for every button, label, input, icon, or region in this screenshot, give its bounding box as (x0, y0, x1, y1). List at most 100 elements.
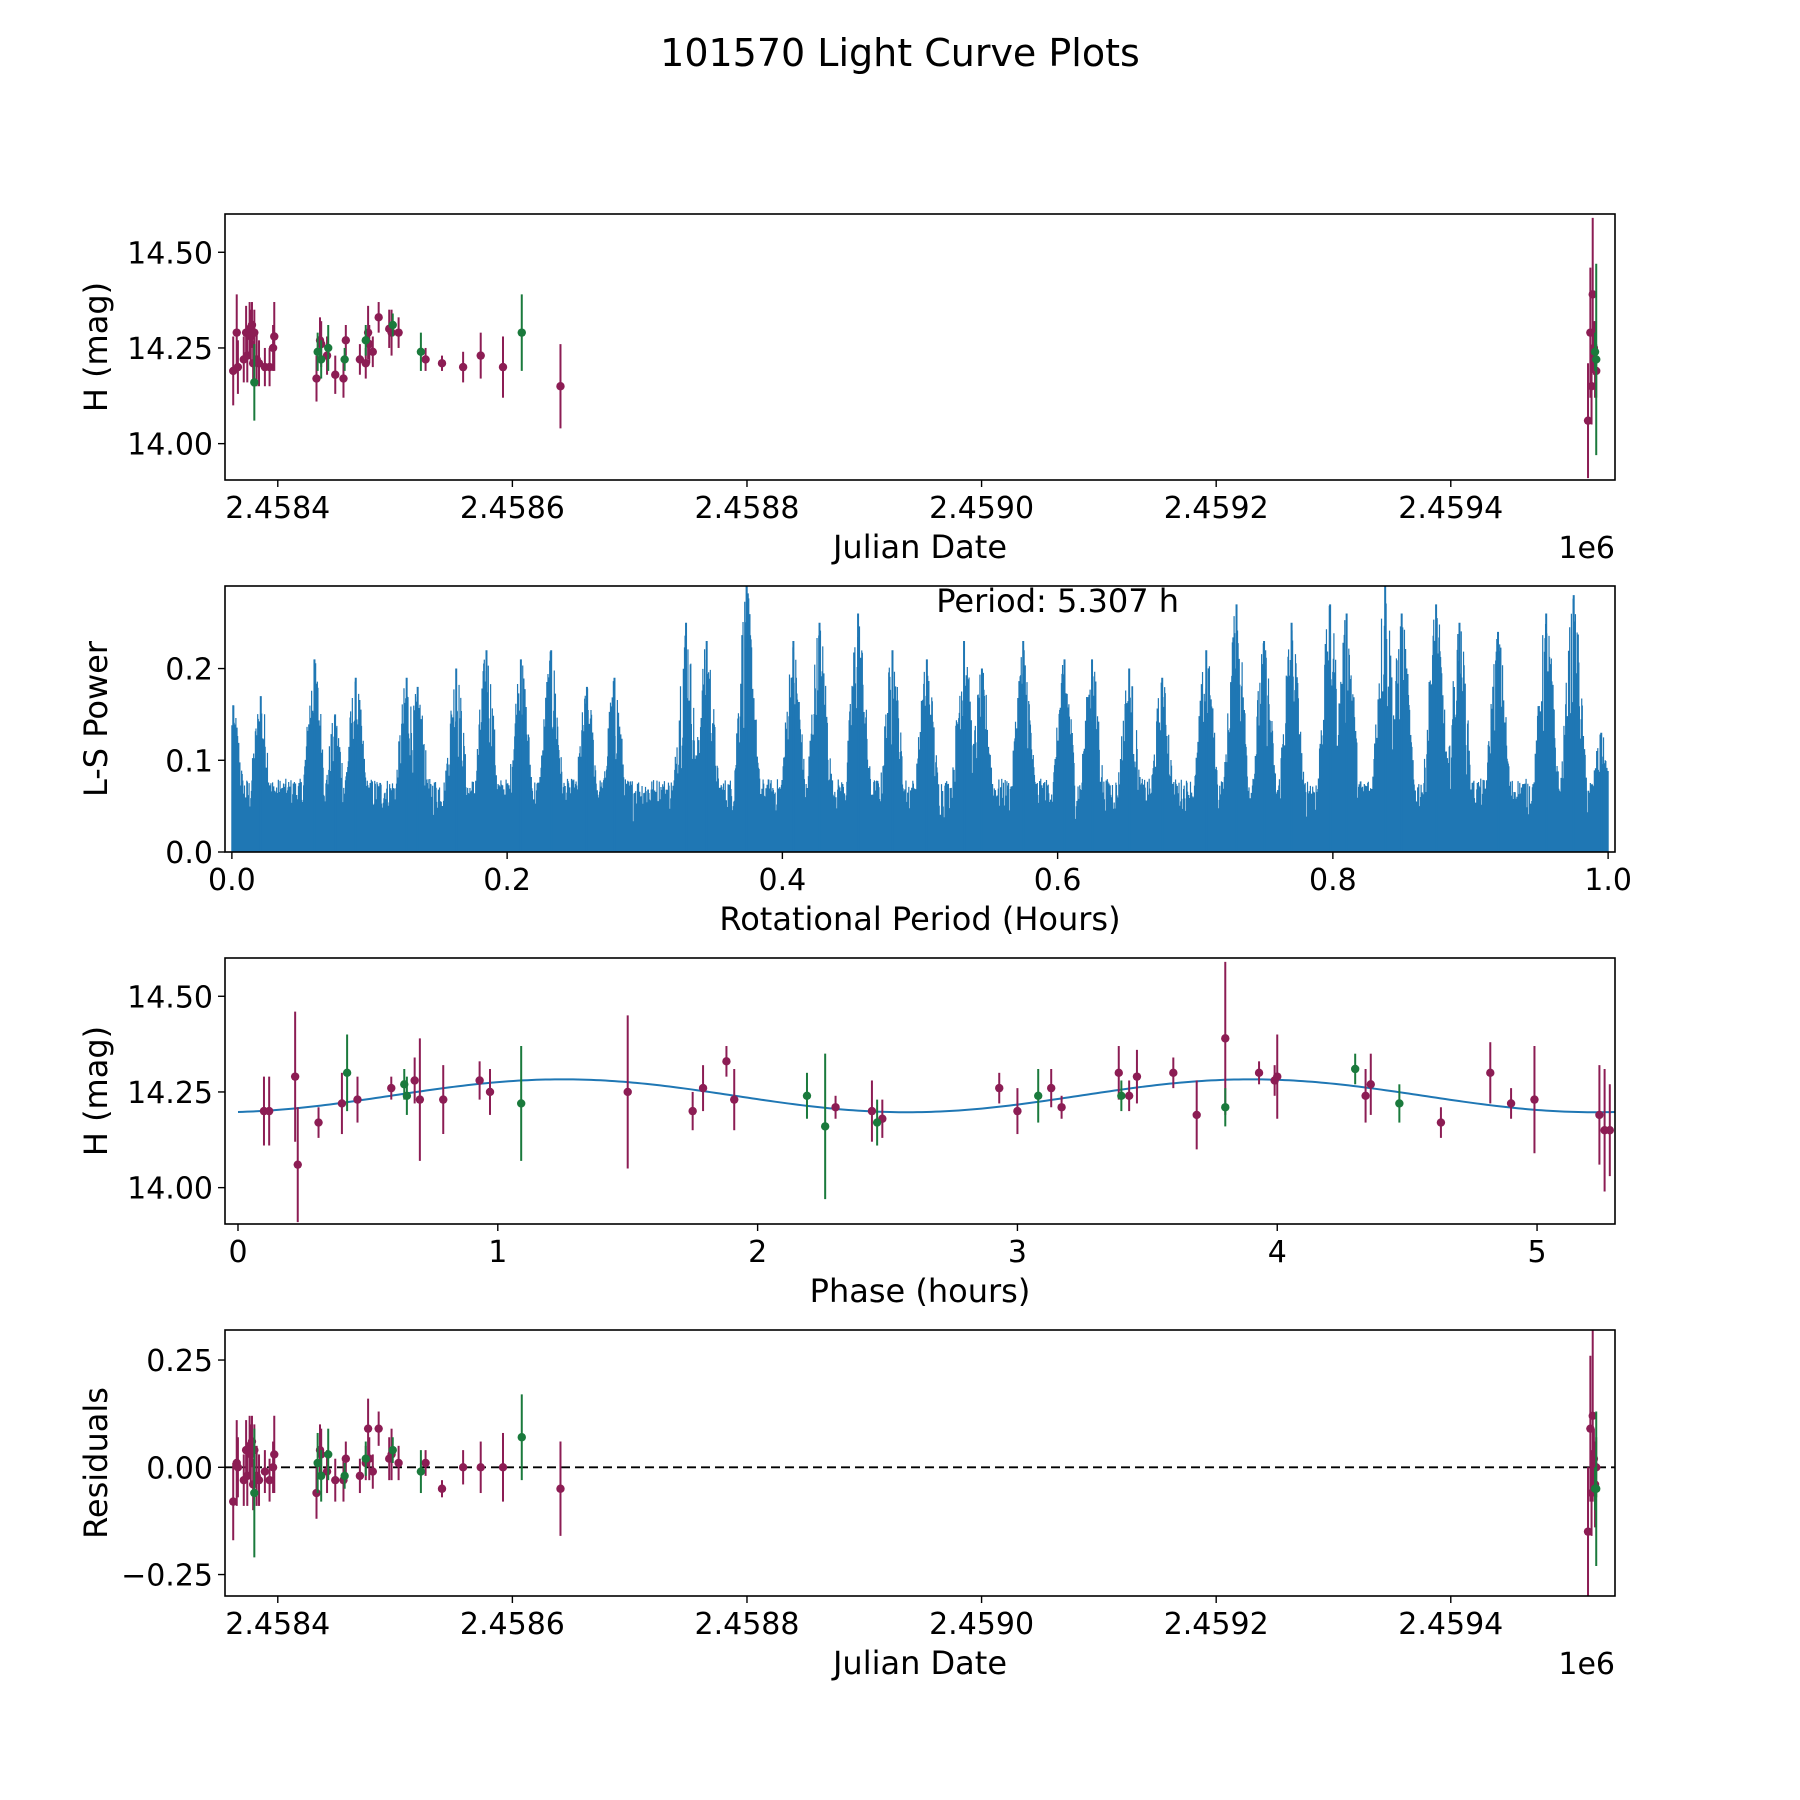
phase-fold-point (387, 1083, 396, 1093)
residuals-panel: Julian Date Residuals 1e6 2.4584 2.4586 2.… (77, 1329, 1616, 1682)
light-curve-point (1590, 347, 1600, 356)
light-curve-panel: Julian Date H (mag) 1e6 2.4584 2.4586 2.45… (77, 213, 1616, 566)
periodogram-plot-area (231, 586, 1609, 852)
periodogram-xtick-label: 0.8 (1309, 863, 1357, 898)
residuals-point (374, 1424, 383, 1433)
light-curve-point (437, 359, 447, 368)
residuals-offset-label: 1e6 (1558, 1647, 1615, 1682)
residuals-xtick-label: 2.4584 (225, 1607, 330, 1642)
phase-fold-xtick-label: 2 (748, 1235, 767, 1270)
phase-fold-point (439, 1095, 448, 1104)
residuals-point (229, 1497, 238, 1506)
light-curve-point (313, 347, 322, 356)
phase-fold-point (802, 1091, 812, 1100)
residuals-point (368, 1467, 377, 1476)
phase-fold-point (1057, 1103, 1066, 1112)
phase-fold-xtick-label: 4 (1268, 1235, 1287, 1270)
residuals-point (1592, 1484, 1601, 1493)
periodogram-period-annotation: Period: 5.307 h (936, 582, 1179, 620)
phase-fold-point (410, 1076, 419, 1085)
light-curve-plot-area (229, 217, 1601, 479)
phase-fold-point (1350, 1064, 1360, 1074)
residuals-point (265, 1475, 274, 1485)
light-curve-xlabel: Julian Date (831, 528, 1007, 566)
residuals-point (324, 1450, 333, 1459)
light-curve-point (1588, 290, 1597, 299)
light-curve-point (265, 362, 274, 372)
light-curve-point (1592, 355, 1601, 364)
phase-fold-point (698, 1083, 708, 1093)
phase-fold-point (1486, 1068, 1495, 1078)
light-curve-point (331, 370, 340, 379)
residuals-xtick-label: 2.4590 (929, 1607, 1034, 1642)
phase-fold-point (1192, 1110, 1201, 1120)
phase-fold-point (1132, 1072, 1142, 1081)
light-curve-xtick-label: 2.4594 (1398, 491, 1503, 526)
phase-fold-point (264, 1106, 274, 1116)
phase-fold-xtick-label: 0 (228, 1235, 247, 1270)
periodogram-power-line (231, 586, 1609, 852)
light-curve-series-filter-a (229, 217, 1601, 479)
residuals-series-filter-a (229, 1330, 1601, 1596)
residuals-ylabel: Residuals (77, 1387, 115, 1539)
light-curve-ytick-label: 14.50 (127, 236, 213, 271)
phase-fold-point (1273, 1072, 1282, 1081)
light-curve-point (476, 351, 485, 360)
residuals-point (254, 1475, 264, 1485)
light-curve-xtick-label: 2.4592 (1164, 491, 1269, 526)
residuals-point (363, 1424, 373, 1433)
residuals-point (458, 1463, 468, 1472)
residuals-point (476, 1463, 485, 1472)
phase-fold-point (1117, 1091, 1126, 1100)
phase-fold-point (1169, 1068, 1178, 1078)
light-curve-point (458, 362, 468, 372)
phase-fold-point (872, 1118, 882, 1127)
residuals-point (421, 1458, 430, 1468)
phase-fold-model-curve (237, 1078, 1615, 1114)
periodogram-ytick-label: 0.0 (165, 836, 213, 871)
phase-fold-series-filter-b (342, 1034, 1404, 1200)
light-curve-ytick-label: 14.25 (127, 332, 213, 367)
residuals-point (394, 1458, 403, 1468)
residuals-point (331, 1475, 340, 1485)
phase-fold-point (485, 1087, 495, 1097)
phase-fold-xtick-label: 5 (1528, 1235, 1547, 1270)
residuals-xlabel: Julian Date (831, 1644, 1007, 1682)
residuals-point (416, 1467, 426, 1476)
residuals-point (388, 1445, 397, 1455)
residuals-xtick-label: 2.4594 (1398, 1607, 1503, 1642)
light-curve-series-filter-b (250, 263, 1601, 456)
phase-fold-xtick-label: 3 (1008, 1235, 1027, 1270)
residuals-plot-area (225, 1330, 1615, 1596)
phase-fold-point (995, 1083, 1004, 1093)
light-curve-point (341, 336, 351, 345)
light-curve-xtick-label: 2.4584 (225, 491, 330, 526)
phase-fold-ytick-label: 14.25 (127, 1076, 213, 1111)
light-curve-ytick-label: 14.00 (127, 428, 213, 463)
phase-fold-point (1395, 1099, 1404, 1108)
phase-fold-point (688, 1106, 697, 1116)
light-curve-point (316, 355, 326, 364)
light-curve-point (312, 374, 321, 383)
light-curve-xtick-label: 2.4588 (694, 491, 799, 526)
residuals-point (355, 1471, 365, 1481)
phase-fold-point (1124, 1091, 1134, 1100)
light-curve-point (250, 378, 259, 387)
phase-fold-point (1254, 1068, 1264, 1078)
phase-fold-point (722, 1057, 731, 1066)
residuals-xtick-label: 2.4588 (694, 1607, 799, 1642)
light-curve-point (394, 328, 403, 337)
residuals-xtick-label: 2.4586 (460, 1607, 565, 1642)
periodogram-frame (224, 585, 1616, 853)
phase-fold-point (1114, 1068, 1123, 1078)
phase-fold-point (1530, 1095, 1539, 1104)
light-curve-point (388, 320, 397, 330)
light-curve-point (232, 328, 241, 337)
residuals-ytick-label: 0.25 (146, 1344, 213, 1379)
residuals-point (361, 1454, 370, 1463)
phase-fold-point (314, 1118, 323, 1127)
residuals-point (260, 1467, 270, 1476)
residuals-point (268, 1463, 278, 1472)
periodogram-xtick-label: 1.0 (1584, 863, 1632, 898)
residuals-point (233, 1463, 243, 1472)
